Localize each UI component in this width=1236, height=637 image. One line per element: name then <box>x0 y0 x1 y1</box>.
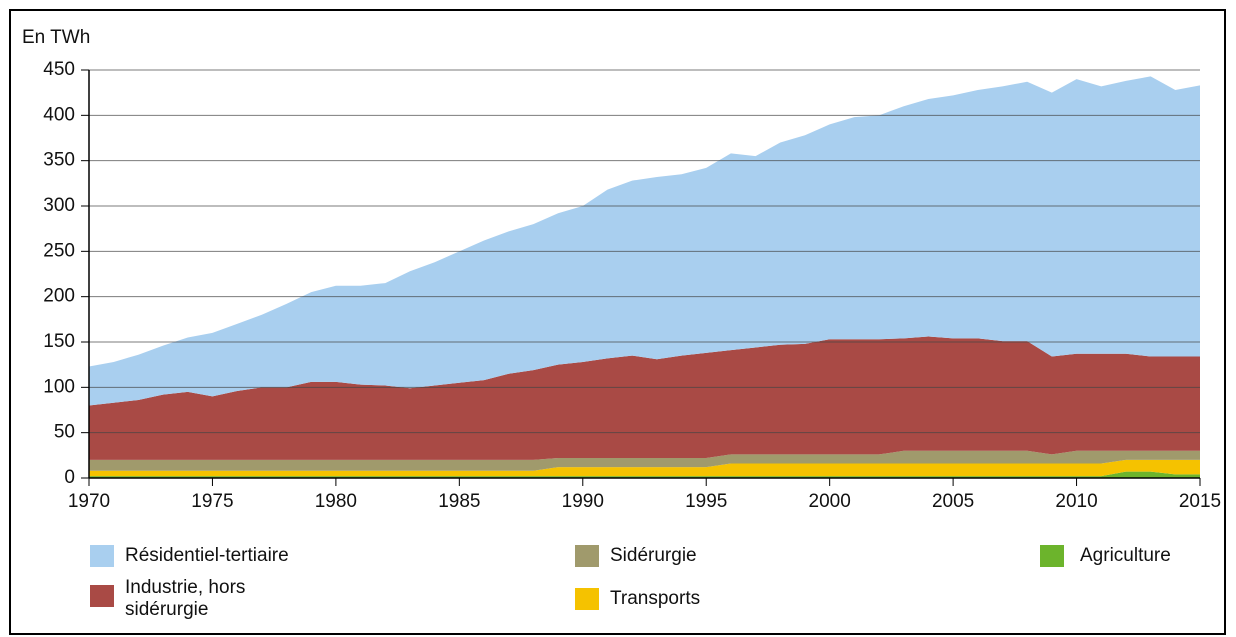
y-tick-label: 50 <box>54 422 75 443</box>
y-tick-label: 400 <box>43 104 75 125</box>
legend-swatch <box>575 545 599 567</box>
area <box>89 450 1200 471</box>
unit-label: En TWh <box>22 27 90 48</box>
x-tick-label: 1995 <box>685 491 727 512</box>
y-tick-label: 300 <box>43 195 75 216</box>
y-tick-label: 250 <box>43 240 75 261</box>
area <box>89 459 1200 477</box>
x-tick-label: 2005 <box>932 491 974 512</box>
y-tick-label: 100 <box>43 376 75 397</box>
frame <box>9 9 1226 635</box>
x-tick-label: 1990 <box>562 491 604 512</box>
x-tick-label: 1985 <box>438 491 480 512</box>
y-tick-label: 150 <box>43 331 75 352</box>
area <box>89 76 1200 406</box>
legend-swatch <box>1040 545 1064 567</box>
area <box>89 471 1200 478</box>
x-tick-label: 1980 <box>315 491 357 512</box>
legend-label: Sidérurgie <box>610 545 697 566</box>
legend-label: Résidentiel-tertiaire <box>125 545 289 566</box>
legend-swatch <box>90 545 114 567</box>
legend-label: Agriculture <box>1080 545 1171 566</box>
y-tick-label: 200 <box>43 286 75 307</box>
y-tick-label: 450 <box>43 59 75 80</box>
legend-swatch <box>90 585 114 607</box>
legend-label: Industrie, hors sidérurgie <box>125 577 246 620</box>
x-tick-label: 2015 <box>1179 491 1221 512</box>
x-tick-label: 1975 <box>191 491 233 512</box>
legend-swatch <box>575 588 599 610</box>
y-tick-label: 0 <box>64 467 75 488</box>
area <box>89 336 1200 460</box>
legend-label: Transports <box>610 588 701 609</box>
x-tick-label: 2010 <box>1055 491 1097 512</box>
x-tick-label: 2000 <box>809 491 851 512</box>
y-tick-label: 350 <box>43 150 75 171</box>
x-tick-label: 1970 <box>68 491 110 512</box>
